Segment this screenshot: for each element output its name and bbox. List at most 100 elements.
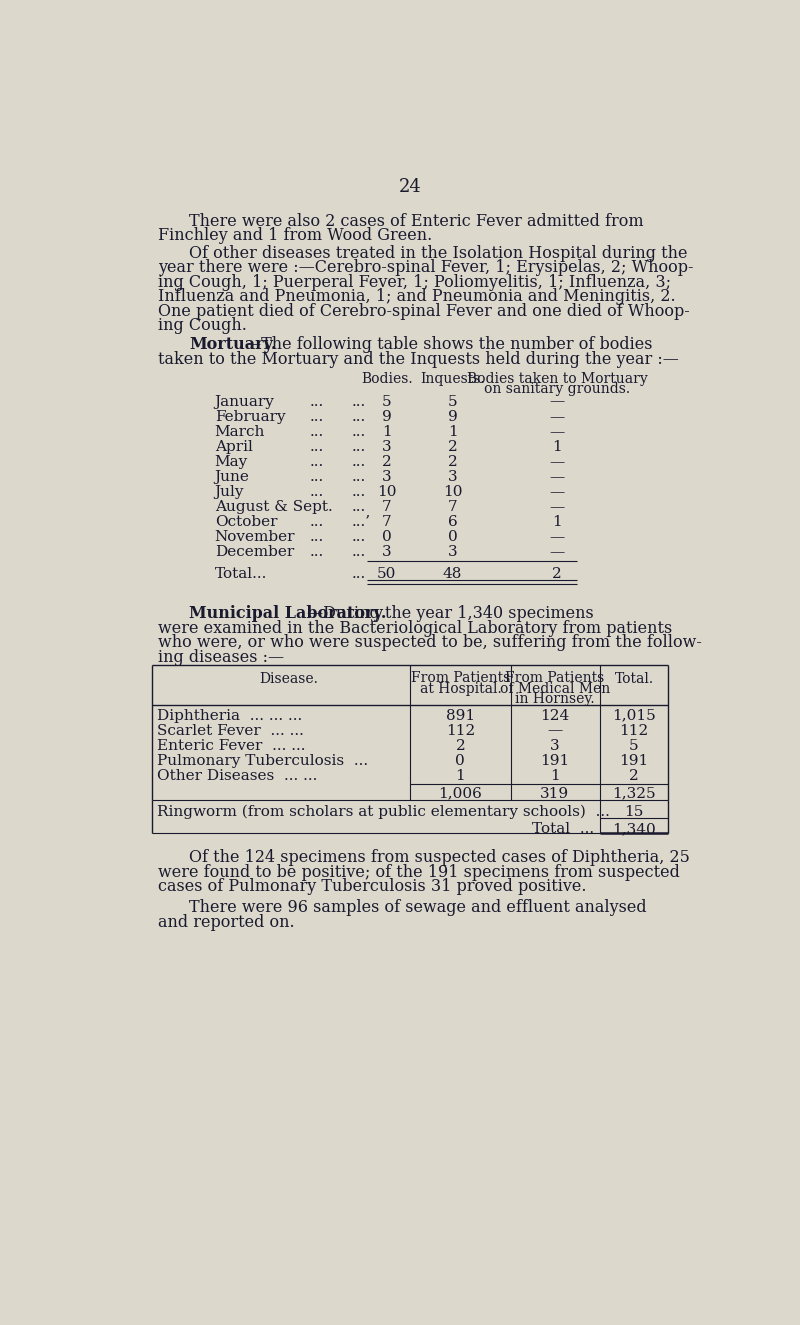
Text: ...: ... <box>310 454 323 469</box>
Text: and reported on.: and reported on. <box>158 913 294 930</box>
Text: 1,340: 1,340 <box>612 822 656 836</box>
Text: 10: 10 <box>377 485 397 498</box>
Text: ...: ... <box>310 395 323 408</box>
Text: December: December <box>214 545 294 559</box>
Text: Disease.: Disease. <box>259 672 318 686</box>
Text: 2: 2 <box>448 440 458 453</box>
Text: Scarlet Fever  ... ...: Scarlet Fever ... ... <box>157 723 303 738</box>
Text: in Hornsey.: in Hornsey. <box>515 693 594 706</box>
Text: 24: 24 <box>398 179 422 196</box>
Text: of Medical Men: of Medical Men <box>500 681 610 696</box>
Text: —: — <box>550 395 565 408</box>
Text: —: — <box>550 530 565 543</box>
Text: 2: 2 <box>382 454 392 469</box>
Text: ...: ... <box>352 409 366 424</box>
Text: 1: 1 <box>455 768 466 783</box>
Text: taken to the Mortuary and the Inquests held during the year :—: taken to the Mortuary and the Inquests h… <box>158 351 679 368</box>
Text: 1: 1 <box>448 424 458 439</box>
Text: October: October <box>214 514 277 529</box>
Text: Influenza and Pneumonia, 1; and Pneumonia and Meningitis, 2.: Influenza and Pneumonia, 1; and Pneumoni… <box>158 289 676 305</box>
Text: 7: 7 <box>382 514 391 529</box>
Text: August & Sept.: August & Sept. <box>214 500 333 514</box>
Text: 1: 1 <box>552 514 562 529</box>
Text: May: May <box>214 454 248 469</box>
Text: ...: ... <box>310 514 323 529</box>
Text: There were also 2 cases of Enteric Fever admitted from: There were also 2 cases of Enteric Fever… <box>189 213 644 231</box>
Text: —: — <box>550 500 565 514</box>
Text: 0: 0 <box>382 530 392 543</box>
Text: 15: 15 <box>624 804 644 819</box>
Text: ...: ... <box>352 440 366 453</box>
Text: ...: ... <box>352 424 366 439</box>
Text: on sanitary grounds.: on sanitary grounds. <box>484 383 630 396</box>
Text: 7: 7 <box>448 500 458 514</box>
Text: 10: 10 <box>443 485 462 498</box>
Text: 1,325: 1,325 <box>612 787 656 800</box>
Text: ...’: ...’ <box>352 514 371 529</box>
Text: 2: 2 <box>448 454 458 469</box>
Text: ...: ... <box>310 485 323 498</box>
Text: 0: 0 <box>455 754 466 767</box>
Text: ...: ... <box>352 469 366 484</box>
Text: —: — <box>550 469 565 484</box>
Text: 5: 5 <box>629 738 638 753</box>
Text: 319: 319 <box>540 787 570 800</box>
Text: 1,015: 1,015 <box>612 709 656 722</box>
Text: —: — <box>550 545 565 559</box>
Text: 7: 7 <box>382 500 391 514</box>
Text: 112: 112 <box>446 723 475 738</box>
Text: Of other diseases treated in the Isolation Hospital during the: Of other diseases treated in the Isolati… <box>189 245 688 262</box>
Text: 9: 9 <box>382 409 392 424</box>
Text: Total.: Total. <box>614 672 654 686</box>
Text: March: March <box>214 424 265 439</box>
Text: Of the 124 specimens from suspected cases of Diphtheria, 25: Of the 124 specimens from suspected case… <box>189 849 690 867</box>
Text: Diphtheria  ... ... ...: Diphtheria ... ... ... <box>157 709 302 722</box>
Text: ...: ... <box>310 409 323 424</box>
Text: were found to be positive; of the 191 specimens from suspected: were found to be positive; of the 191 sp… <box>158 864 680 881</box>
Text: Bodies taken to Mortuary: Bodies taken to Mortuary <box>467 371 648 386</box>
Text: 3: 3 <box>382 440 391 453</box>
Text: 891: 891 <box>446 709 475 722</box>
Text: Total  ...: Total ... <box>532 822 594 836</box>
Text: —The following table shows the number of bodies: —The following table shows the number of… <box>245 337 653 354</box>
Text: 50: 50 <box>377 567 397 582</box>
Text: who were, or who were suspected to be, suffering from the follow-: who were, or who were suspected to be, s… <box>158 635 702 651</box>
Text: ing Cough, 1; Puerperal Fever, 1; Poliomyelitis, 1; Influenza, 3;: ing Cough, 1; Puerperal Fever, 1; Poliom… <box>158 274 671 292</box>
Text: 3: 3 <box>382 469 391 484</box>
Text: —: — <box>550 424 565 439</box>
Text: There were 96 samples of sewage and effluent analysed: There were 96 samples of sewage and effl… <box>189 900 646 916</box>
Text: Mortuary.: Mortuary. <box>189 337 277 354</box>
Text: 124: 124 <box>540 709 570 722</box>
Text: 2: 2 <box>629 768 639 783</box>
Text: ...: ... <box>310 530 323 543</box>
Text: 3: 3 <box>448 545 458 559</box>
Text: 0: 0 <box>448 530 458 543</box>
Text: 5: 5 <box>448 395 458 408</box>
Text: 191: 191 <box>540 754 570 767</box>
Text: year there were :—Cerebro-spinal Fever, 1; Erysipelas, 2; Whoop-: year there were :—Cerebro-spinal Fever, … <box>158 260 694 277</box>
Text: November: November <box>214 530 295 543</box>
Text: 2: 2 <box>552 567 562 582</box>
Text: —: — <box>547 723 562 738</box>
Text: January: January <box>214 395 274 408</box>
Text: 3: 3 <box>550 738 560 753</box>
Text: Other Diseases  ... ...: Other Diseases ... ... <box>157 768 317 783</box>
Text: 6: 6 <box>448 514 458 529</box>
Text: —: — <box>550 409 565 424</box>
Text: ...: ... <box>352 500 366 514</box>
Text: 2: 2 <box>455 738 466 753</box>
Text: Ringworm (from scholars at public elementary schools)  ...: Ringworm (from scholars at public elemen… <box>157 804 610 819</box>
Text: cases of Pulmonary Tuberculosis 31 proved positive.: cases of Pulmonary Tuberculosis 31 prove… <box>158 878 586 896</box>
Text: —During the year 1,340 specimens: —During the year 1,340 specimens <box>307 606 594 623</box>
Text: ...: ... <box>310 440 323 453</box>
Text: 1: 1 <box>552 440 562 453</box>
Text: Bodies.: Bodies. <box>361 371 413 386</box>
Text: 3: 3 <box>382 545 391 559</box>
Text: ...: ... <box>352 545 366 559</box>
Text: ing diseases :—: ing diseases :— <box>158 649 284 665</box>
Text: —: — <box>550 485 565 498</box>
Text: at Hospital.: at Hospital. <box>419 681 502 696</box>
Text: ing Cough.: ing Cough. <box>158 317 247 334</box>
Text: From Patients: From Patients <box>410 670 510 685</box>
Text: ...: ... <box>352 530 366 543</box>
